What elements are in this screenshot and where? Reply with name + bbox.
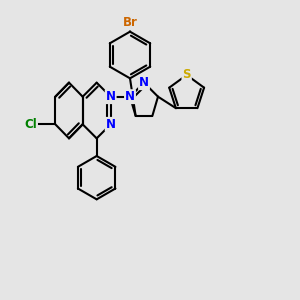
Text: Br: Br xyxy=(123,16,137,29)
Text: N: N xyxy=(106,90,116,103)
Text: Cl: Cl xyxy=(24,118,37,131)
Text: N: N xyxy=(125,90,135,103)
Text: N: N xyxy=(139,76,149,89)
Text: S: S xyxy=(182,68,191,82)
Text: N: N xyxy=(106,118,116,131)
